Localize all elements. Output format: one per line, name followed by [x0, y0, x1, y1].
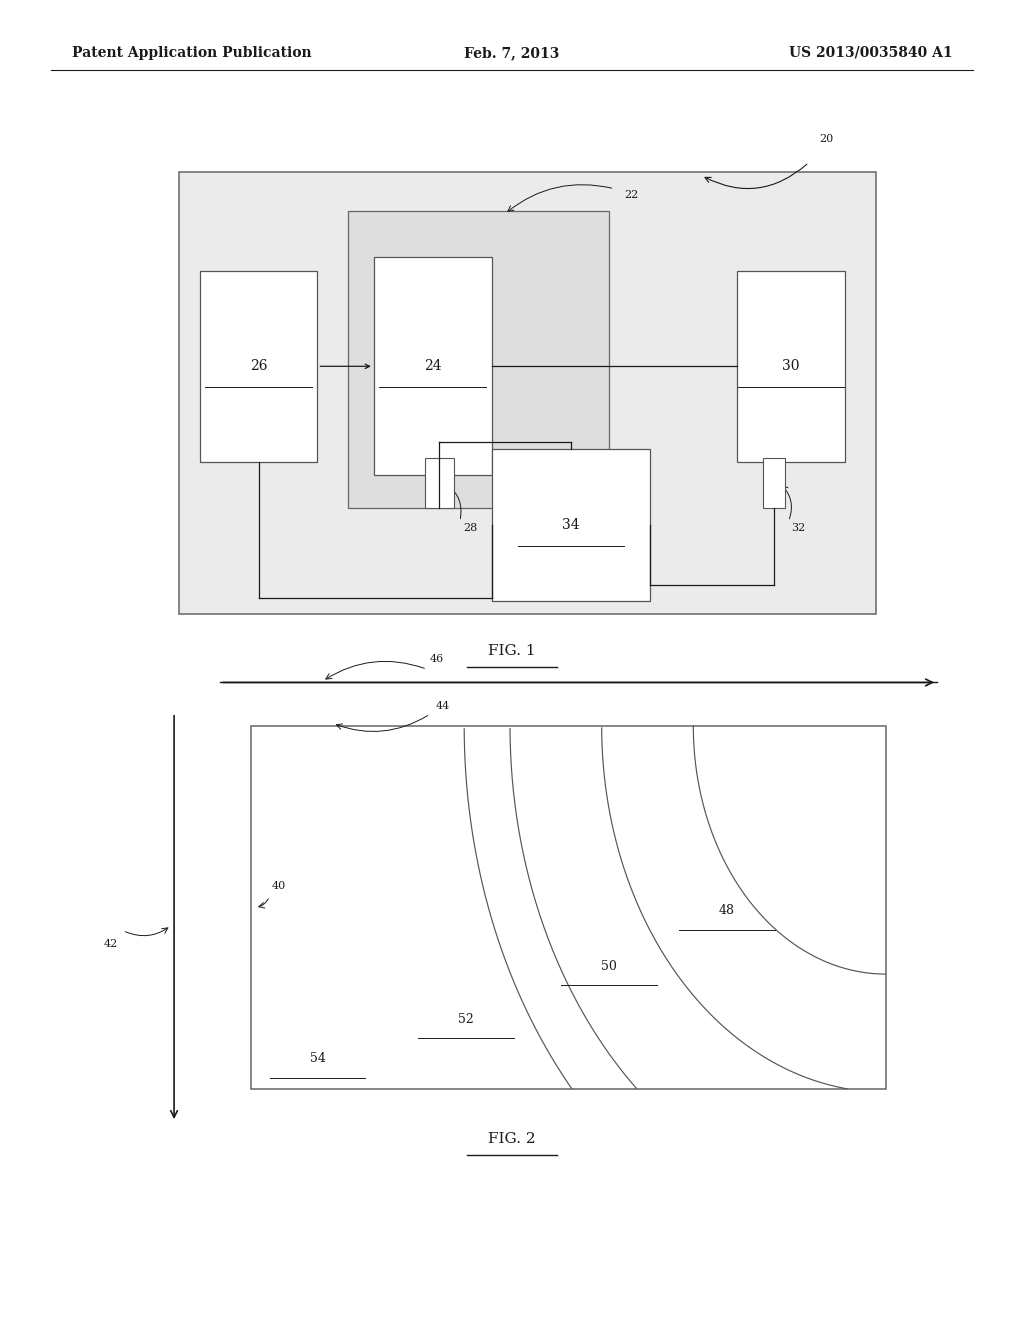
Bar	[200, 271, 317, 462]
Text: 52: 52	[458, 1012, 474, 1026]
Bar	[763, 458, 785, 508]
Bar	[179, 172, 876, 614]
Bar	[251, 726, 886, 1089]
Text: 42: 42	[103, 939, 118, 949]
Bar	[348, 211, 609, 508]
Bar	[492, 449, 650, 601]
Bar	[425, 458, 454, 508]
Text: 28: 28	[463, 523, 477, 533]
Text: FIG. 2: FIG. 2	[488, 1133, 536, 1146]
Text: 24: 24	[424, 359, 441, 374]
Text: 46: 46	[430, 653, 444, 664]
Text: 26: 26	[250, 359, 267, 374]
Bar	[374, 257, 492, 475]
Text: 44: 44	[435, 701, 450, 711]
Text: US 2013/0035840 A1: US 2013/0035840 A1	[788, 46, 952, 59]
Bar	[737, 271, 845, 462]
Text: Feb. 7, 2013: Feb. 7, 2013	[464, 46, 560, 59]
Text: 54: 54	[309, 1052, 326, 1065]
Text: 22: 22	[625, 190, 639, 201]
Text: 20: 20	[819, 133, 834, 144]
Text: 40: 40	[271, 880, 286, 891]
Text: 48: 48	[719, 904, 735, 917]
Text: FIG. 1: FIG. 1	[488, 644, 536, 657]
Text: 34: 34	[562, 517, 580, 532]
Text: 32: 32	[792, 523, 806, 533]
Text: 50: 50	[601, 960, 617, 973]
Text: 30: 30	[782, 359, 800, 374]
Text: Patent Application Publication: Patent Application Publication	[72, 46, 311, 59]
